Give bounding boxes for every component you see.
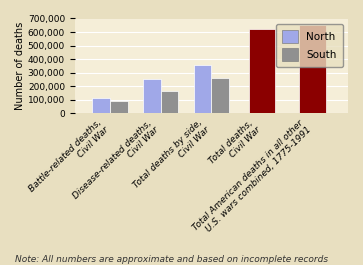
Text: Note: All numbers are approximate and based on incomplete records: Note: All numbers are approximate and ba… (15, 255, 328, 264)
Bar (194, 64, 211, 113)
Bar (161, 91, 179, 113)
Legend: North, South: North, South (276, 24, 343, 67)
Bar (93, 98, 110, 113)
Y-axis label: Number of deaths: Number of deaths (15, 22, 25, 110)
Bar (143, 80, 161, 113)
Bar (249, 29, 275, 113)
Bar (211, 78, 229, 113)
Bar (299, 25, 326, 113)
Bar (110, 100, 128, 113)
